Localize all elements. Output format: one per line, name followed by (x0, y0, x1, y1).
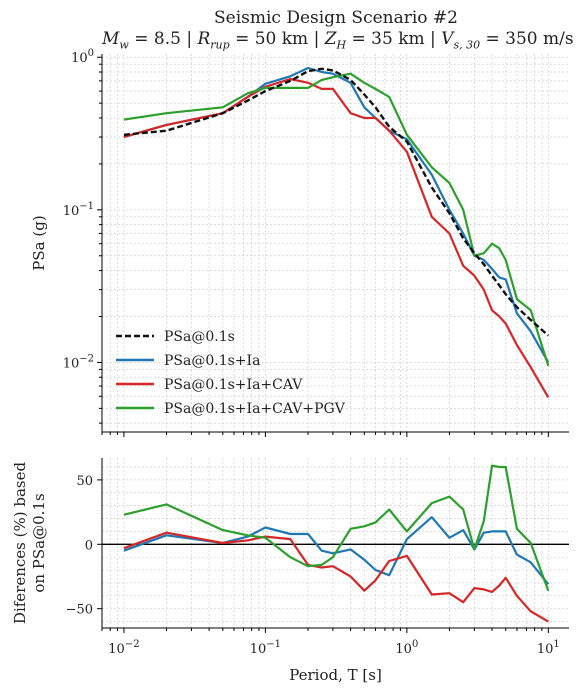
legend-label-baseline: PSa@0.1s (164, 329, 235, 345)
legend-label-pgv: PSa@0.1s+Ia+CAV+PGV (164, 401, 346, 417)
diff-line-cav (123, 531, 549, 623)
y-tick-label: 10−1 (63, 201, 94, 219)
series-line-cav (123, 77, 550, 398)
diff-line-pgv (123, 464, 550, 592)
x-tick-label: 100 (395, 639, 418, 657)
y-tick-label: 100 (71, 48, 94, 66)
series-line-ia (123, 66, 550, 363)
y-tick-label: 10−2 (63, 353, 94, 371)
diff-line-ia (123, 516, 550, 585)
series-line-pgv (123, 72, 550, 367)
chart-subtitle: Mw = 8.5 | Rrup = 50 km | ZH = 35 km | V… (102, 29, 574, 52)
x-tick-label: 101 (537, 639, 560, 657)
legend-label-cav: PSa@0.1s+Ia+CAV (164, 377, 303, 393)
y-axis-label: PSa (g) (30, 215, 48, 270)
x-tick-label: 10−1 (250, 639, 281, 657)
x-axis-label: Period, T [s] (289, 666, 382, 684)
series-line-baseline (123, 67, 550, 337)
y-tick-label-diff: 50 (76, 474, 93, 489)
x-tick-label: 10−2 (108, 639, 139, 657)
y-axis-label-diff: Diferences (%) based (11, 462, 29, 625)
legend-label-ia: PSa@0.1s+Ia (164, 353, 260, 369)
chart-title: Seismic Design Scenario #2 (213, 8, 458, 28)
y-tick-label-diff: 0 (85, 538, 93, 553)
y-tick-label-diff: −50 (66, 603, 93, 618)
y-axis-label-diff-2: on PSa@0.1s (30, 493, 48, 592)
